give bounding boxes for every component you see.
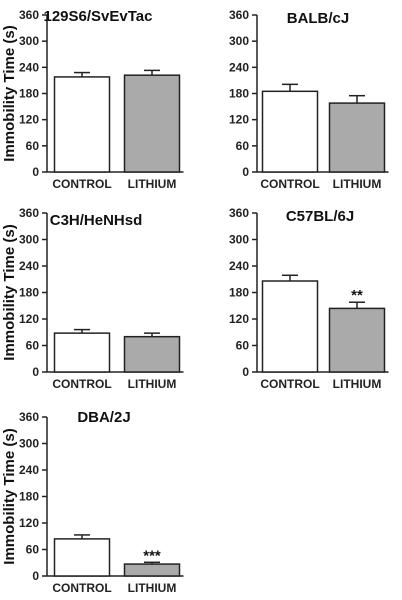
category-label: CONTROL xyxy=(260,177,319,191)
bar-lithium xyxy=(328,102,386,173)
y-tick-label: 120 xyxy=(19,516,39,530)
y-tick-label: 300 xyxy=(229,233,249,247)
category-label: CONTROL xyxy=(260,377,319,391)
y-axis-label: Immobility Time (s) xyxy=(1,25,18,161)
y-tick-label: 120 xyxy=(229,113,249,127)
category-label: LITHIUM xyxy=(333,377,382,391)
bar-lithium xyxy=(328,307,386,373)
chart-panel-4: 0 60 120 180 240 300 360 CONTROL LITHIUM ** C57BL/… xyxy=(229,206,389,391)
y-axis-label: Immobility Time (s) xyxy=(1,428,18,564)
y-tick-label: 60 xyxy=(236,139,250,153)
y-tick-label: 360 xyxy=(19,410,39,424)
category-label: LITHIUM xyxy=(333,177,382,191)
bar-control xyxy=(261,90,319,173)
panel-title: BALB/cJ xyxy=(287,10,350,27)
chart-panel-2: 0 60 120 180 240 300 360 CONTROL LITHIUM BALB/cJ xyxy=(229,8,389,191)
bar-lithium xyxy=(123,335,181,373)
y-tick-label: 300 xyxy=(229,34,249,48)
y-tick-label: 360 xyxy=(229,206,249,220)
y-tick-label: 0 xyxy=(242,365,249,379)
y-tick-label: 300 xyxy=(19,34,39,48)
y-tick-label: 0 xyxy=(32,569,39,583)
bar-control xyxy=(261,280,319,373)
y-tick-label: 360 xyxy=(19,8,39,22)
category-label: LITHIUM xyxy=(128,377,177,391)
panel-title: DBA/2J xyxy=(77,409,130,426)
chart-panel-5: 0 60 120 180 240 300 360 CONTROL LITHIUM *** DBA/2… xyxy=(1,409,184,595)
chart-panel-1: 0 60 120 180 240 300 360 CONTROL LITHIUM 129S6/Sv… xyxy=(1,8,184,191)
y-tick-label: 60 xyxy=(236,339,250,353)
y-tick-label: 0 xyxy=(242,165,249,179)
y-tick-label: 0 xyxy=(32,165,39,179)
chart-panel-3: 0 60 120 180 240 300 360 CONTROL LITHIUM C3H/HeNH… xyxy=(1,206,184,391)
y-tick-label: 240 xyxy=(229,60,249,74)
y-tick-label: 360 xyxy=(19,206,39,220)
y-tick-label: 60 xyxy=(26,339,40,353)
y-tick-label: 60 xyxy=(26,543,40,557)
category-label: LITHIUM xyxy=(128,177,177,191)
bar-lithium xyxy=(123,74,181,173)
y-tick-label: 180 xyxy=(19,490,39,504)
y-tick-label: 240 xyxy=(19,259,39,273)
y-tick-label: 120 xyxy=(19,113,39,127)
y-tick-label: 300 xyxy=(19,437,39,451)
bar-control xyxy=(53,332,111,373)
y-tick-label: 180 xyxy=(229,87,249,101)
y-axis-label: Immobility Time (s) xyxy=(1,224,18,360)
category-label: CONTROL xyxy=(52,177,111,191)
y-tick-label: 240 xyxy=(229,259,249,273)
category-label: CONTROL xyxy=(52,377,111,391)
category-label: CONTROL xyxy=(52,581,111,595)
panel-title: 129S6/SvEvTac xyxy=(44,8,153,25)
y-tick-label: 180 xyxy=(19,87,39,101)
y-tick-label: 120 xyxy=(229,312,249,326)
y-tick-label: 60 xyxy=(26,139,40,153)
y-tick-label: 180 xyxy=(19,286,39,300)
y-tick-label: 360 xyxy=(229,8,249,22)
significance-marker: ** xyxy=(351,287,363,304)
y-tick-label: 300 xyxy=(19,233,39,247)
panel-title: C3H/HeNHsd xyxy=(50,212,143,229)
category-label: LITHIUM xyxy=(128,581,177,595)
bar-control xyxy=(53,76,111,173)
bar-control xyxy=(53,538,111,577)
y-tick-label: 180 xyxy=(229,286,249,300)
y-tick-label: 240 xyxy=(19,463,39,477)
y-tick-label: 240 xyxy=(19,60,39,74)
significance-marker: *** xyxy=(143,547,161,564)
panel-title: C57BL/6J xyxy=(286,208,354,225)
y-tick-label: 120 xyxy=(19,312,39,326)
y-tick-label: 0 xyxy=(32,365,39,379)
bar-lithium xyxy=(123,563,181,577)
